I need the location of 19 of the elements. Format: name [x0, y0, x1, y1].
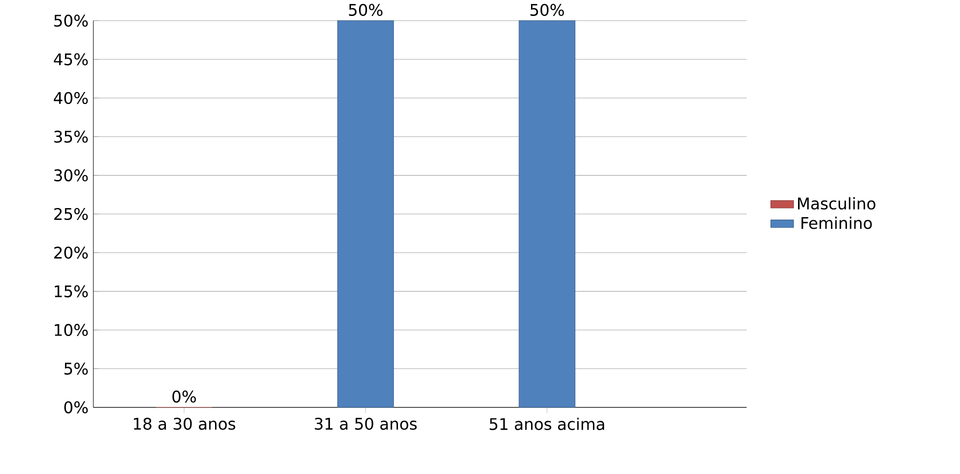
- y-tick-label: 15%: [54, 285, 88, 298]
- y-tick-label: 30%: [54, 169, 88, 182]
- y-tick-label: 20%: [54, 246, 88, 259]
- y-tick-label: 10%: [54, 324, 88, 336]
- y-tick-label: 35%: [54, 130, 88, 143]
- y-tick-label: 50%: [54, 14, 88, 27]
- y-tick-label: 5%: [64, 362, 88, 375]
- y-tick-label: 45%: [54, 53, 88, 66]
- data-label: 0%: [172, 390, 196, 403]
- data-label: 50%: [530, 4, 564, 16]
- y-tick-label: 40%: [54, 92, 88, 104]
- x-tick-label: 31 a 50 anos: [314, 418, 417, 430]
- x-tick-label: 51 anos acima: [490, 418, 604, 430]
- legend-label: Feminino: [802, 216, 872, 230]
- y-tick-label: 25%: [54, 208, 88, 220]
- x-tick-label: 18 a 30 anos: [134, 418, 236, 430]
- y-tick-label: 0%: [64, 401, 88, 414]
- legend-label: Masculino: [798, 197, 876, 210]
- data-label: 50%: [349, 4, 382, 16]
